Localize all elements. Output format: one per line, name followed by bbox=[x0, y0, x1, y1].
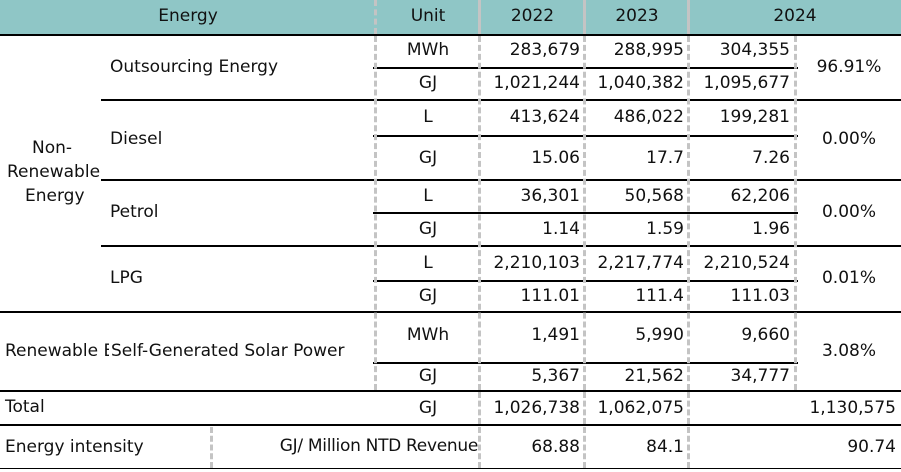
share-cell: 0.01% bbox=[821, 268, 876, 288]
value-cell: 283,679 bbox=[509, 40, 580, 60]
share-cell: 3.08% bbox=[821, 341, 876, 361]
intensity-unit: GJ/ Million NTD Revenue bbox=[279, 436, 479, 456]
share-cell: 96.91% bbox=[816, 57, 882, 77]
value-cell: 199,281 bbox=[719, 107, 790, 127]
row-label-diesel: Diesel bbox=[110, 129, 163, 149]
value-cell: 111.4 bbox=[635, 286, 684, 306]
rule bbox=[101, 179, 901, 181]
value-cell: 1.59 bbox=[646, 219, 684, 239]
col-divider bbox=[478, 427, 481, 468]
unit-cell: GJ bbox=[418, 219, 438, 239]
value-cell: 2,217,774 bbox=[597, 253, 684, 273]
header-divider bbox=[374, 0, 377, 34]
value-cell: 9,660 bbox=[741, 325, 790, 345]
row-label-lpg: LPG bbox=[110, 268, 143, 288]
col-divider bbox=[687, 427, 690, 468]
header-2023: 2023 bbox=[615, 6, 659, 26]
col-divider bbox=[687, 392, 690, 424]
value-cell: 2,210,103 bbox=[493, 253, 580, 273]
col-divider bbox=[583, 392, 586, 424]
unit-cell: GJ bbox=[418, 366, 438, 386]
unit-cell: GJ bbox=[418, 286, 438, 306]
value-cell: 1,040,382 bbox=[597, 73, 684, 93]
value-cell: 50,568 bbox=[624, 186, 684, 206]
total-label: Total bbox=[5, 397, 45, 417]
row-label-outsourcing: Outsourcing Energy bbox=[110, 57, 279, 77]
value-cell: 34,777 bbox=[730, 366, 790, 386]
value-cell: 21,562 bbox=[624, 366, 684, 386]
value-cell: 111.01 bbox=[520, 286, 580, 306]
value-cell: 5,367 bbox=[531, 366, 580, 386]
rule-bottom bbox=[0, 468, 901, 469]
header-unit: Unit bbox=[410, 6, 446, 26]
unit-cell: L bbox=[423, 107, 433, 127]
group-label-renewable: Renewable E bbox=[5, 343, 109, 360]
value-cell: 288,995 bbox=[613, 40, 684, 60]
share-cell: 0.00% bbox=[821, 202, 876, 222]
group-label-non-renewable-2: Renewable bbox=[7, 162, 101, 182]
col-divider bbox=[583, 36, 586, 390]
value-cell: 1,062,075 bbox=[597, 398, 684, 418]
value-cell: 413,624 bbox=[509, 107, 580, 127]
value-cell: 5,990 bbox=[635, 325, 684, 345]
unit-cell: GJ bbox=[418, 73, 438, 93]
row-label-petrol: Petrol bbox=[110, 202, 159, 222]
share-cell: 0.00% bbox=[821, 129, 876, 149]
rule bbox=[101, 245, 901, 247]
value-cell: 90.74 bbox=[847, 437, 896, 457]
header-2024: 2024 bbox=[773, 6, 817, 26]
header-divider bbox=[687, 0, 690, 34]
value-cell: 486,022 bbox=[613, 107, 684, 127]
rule bbox=[101, 99, 901, 101]
header-energy: Energy bbox=[158, 6, 218, 26]
intensity-label: Energy intensity bbox=[5, 437, 144, 457]
group-label-non-renewable-1: Non- bbox=[32, 138, 73, 158]
value-cell: 2,210,524 bbox=[703, 253, 790, 273]
unit-cell: MWh bbox=[406, 40, 450, 60]
value-cell: 1,095,677 bbox=[703, 73, 790, 93]
header-divider bbox=[583, 0, 586, 34]
value-cell: 304,355 bbox=[719, 40, 790, 60]
header-bg bbox=[0, 0, 901, 34]
unit-cell: GJ bbox=[418, 148, 438, 168]
unit-cell: L bbox=[423, 186, 433, 206]
rule-top bbox=[0, 34, 901, 36]
col-divider bbox=[478, 36, 481, 390]
value-cell: 1,021,244 bbox=[493, 73, 580, 93]
group-label-non-renewable-3: Energy bbox=[25, 186, 85, 206]
value-cell: 111.03 bbox=[730, 286, 790, 306]
rule bbox=[0, 424, 901, 426]
value-cell: 62,206 bbox=[730, 186, 790, 206]
row-label-solar: Self-Generated Solar Power bbox=[111, 341, 345, 361]
value-cell: 17.7 bbox=[646, 148, 684, 168]
intensity-divider bbox=[210, 427, 213, 468]
col-divider bbox=[687, 36, 690, 390]
value-cell: 15.06 bbox=[531, 148, 580, 168]
value-cell: 36,301 bbox=[520, 186, 580, 206]
value-cell: 68.88 bbox=[531, 437, 580, 457]
value-cell: 1.14 bbox=[542, 219, 580, 239]
unit-cell: MWh bbox=[406, 325, 450, 345]
unit-cell: GJ bbox=[418, 398, 438, 418]
header-2022: 2022 bbox=[510, 6, 555, 26]
share-divider bbox=[794, 36, 797, 390]
value-cell: 1,026,738 bbox=[493, 398, 580, 418]
value-cell: 1.96 bbox=[752, 219, 790, 239]
header-divider bbox=[478, 0, 481, 34]
value-cell: 84.1 bbox=[646, 437, 684, 457]
rule bbox=[0, 390, 901, 392]
rule bbox=[0, 311, 901, 313]
value-cell: 1,130,575 bbox=[809, 398, 896, 418]
value-cell: 1,491 bbox=[531, 325, 580, 345]
col-divider bbox=[478, 392, 481, 424]
unit-cell: L bbox=[423, 253, 433, 273]
col-divider bbox=[583, 427, 586, 468]
value-cell: 7.26 bbox=[752, 148, 790, 168]
unit-divider bbox=[374, 36, 377, 390]
